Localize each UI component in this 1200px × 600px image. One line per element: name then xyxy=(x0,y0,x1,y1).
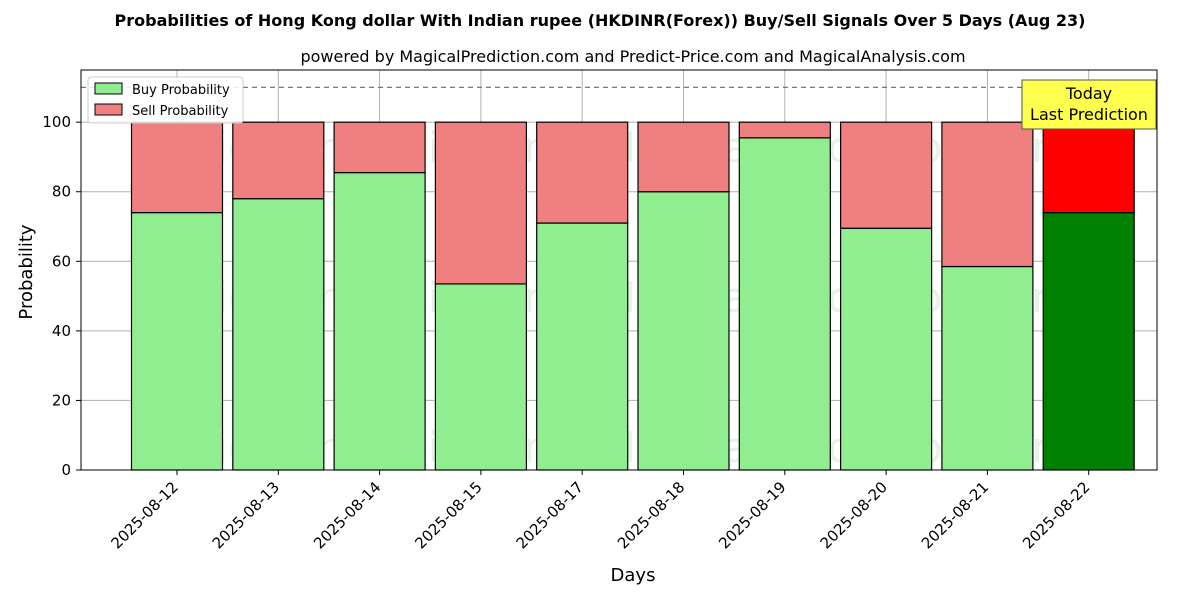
bar-buy-2025-08-19 xyxy=(738,137,831,471)
x-tick-label: 2025-08-18 xyxy=(614,478,688,552)
plot-frame xyxy=(80,69,1158,471)
today-annotation-line2: Last Prediction xyxy=(1030,105,1148,124)
today-annotation-line1: Today xyxy=(1065,84,1112,103)
bar-buy-2025-08-17 xyxy=(536,222,629,471)
x-axis-label: Days xyxy=(611,565,656,586)
x-tick-label: 2025-08-12 xyxy=(107,478,181,552)
bar-buy-2025-08-20 xyxy=(839,227,933,471)
bar-buy-2025-08-15 xyxy=(434,283,527,471)
chart-subtitle: powered by MagicalPrediction.com and Pre… xyxy=(300,47,965,66)
bar-sell-2025-08-19 xyxy=(738,121,831,139)
legend-swatch-sell xyxy=(94,103,123,116)
legend-label-sell: Sell Probability xyxy=(132,104,229,119)
x-tick-label: 2025-08-19 xyxy=(715,478,789,552)
x-tick-label: 2025-08-14 xyxy=(310,478,384,552)
bar-sell-2025-08-12 xyxy=(130,121,224,214)
y-tick-label: 100 xyxy=(42,113,71,131)
bar-sell-2025-08-15 xyxy=(434,121,527,285)
bars xyxy=(130,121,1135,471)
legend-swatch-buy xyxy=(94,82,123,95)
legend-label-buy: Buy Probability xyxy=(132,83,230,98)
y-tick-label: 40 xyxy=(52,322,71,340)
bar-buy-2025-08-12 xyxy=(130,212,224,471)
axes xyxy=(80,69,1158,471)
y-tick-label: 0 xyxy=(61,461,71,479)
bar-buy-2025-08-14 xyxy=(333,172,426,471)
y-tick-label: 20 xyxy=(52,391,71,409)
x-tick-label: 2025-08-15 xyxy=(411,478,485,552)
bar-buy-2025-08-18 xyxy=(637,191,730,471)
bar-sell-2025-08-14 xyxy=(333,121,426,174)
y-axis-label: Probability xyxy=(16,224,37,319)
x-tick-label: 2025-08-20 xyxy=(817,478,891,552)
bar-sell-2025-08-17 xyxy=(536,121,629,224)
x-tick-label: 2025-08-13 xyxy=(209,478,283,552)
bar-sell-2025-08-13 xyxy=(232,121,325,200)
bar-sell-2025-08-22 xyxy=(1042,121,1135,214)
today-annotation: Today Last Prediction xyxy=(1021,79,1157,130)
legend-frame xyxy=(87,76,244,124)
y-tick-label: 80 xyxy=(52,183,71,201)
y-tick-label: 60 xyxy=(52,252,71,270)
bar-buy-2025-08-22 xyxy=(1042,212,1135,471)
chart-title: Probabilities of Hong Kong dollar With I… xyxy=(115,11,1086,30)
bar-sell-2025-08-20 xyxy=(839,121,933,229)
x-tick-label: 2025-08-17 xyxy=(513,478,587,552)
bar-sell-2025-08-18 xyxy=(637,121,730,193)
today-annotation-box xyxy=(1021,79,1157,130)
bar-buy-2025-08-21 xyxy=(941,265,1034,471)
legend: Buy Probability Sell Probability xyxy=(87,76,244,124)
bar-sell-2025-08-21 xyxy=(941,121,1034,268)
x-tick-label: 2025-08-21 xyxy=(918,478,992,552)
x-tick-label: 2025-08-22 xyxy=(1019,478,1093,552)
bar-buy-2025-08-13 xyxy=(232,198,325,471)
